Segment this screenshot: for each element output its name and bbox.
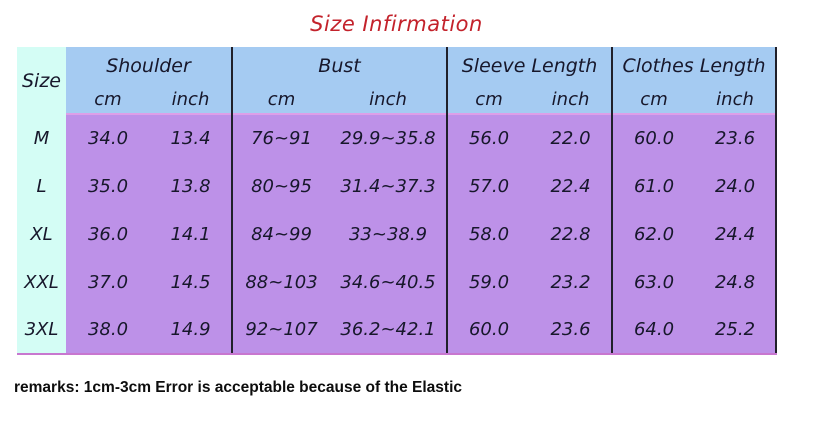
header-group-row: Size Shoulder Bust Sleeve Length Clothes… — [17, 47, 778, 114]
unit-header-clothes-inch: inch — [695, 85, 778, 114]
unit-header-shoulder-cm: cm — [66, 85, 150, 114]
value-cell: 36.2~42.1 — [330, 306, 449, 355]
column-group-clothes-length: Clothes Length — [612, 47, 778, 85]
size-label: M — [17, 114, 66, 162]
value-cell: 23.6 — [530, 306, 614, 355]
size-chart-page: Size Infirmation Size Shoulder Bust Slee… — [0, 9, 817, 423]
size-label: XL — [17, 210, 66, 258]
size-column-header: Size — [17, 47, 66, 114]
value-cell: 24.8 — [695, 258, 778, 306]
value-cell: 76~91 — [232, 113, 331, 162]
column-group-sleeve-length: Sleeve Length — [447, 47, 614, 85]
value-cell: 14.1 — [150, 210, 234, 258]
table-row-3xl: 3XL 38.0 14.9 92~107 36.2~42.1 60.0 23.6… — [17, 306, 778, 355]
value-cell: 25.2 — [695, 306, 778, 355]
value-cell: 22.8 — [530, 210, 614, 258]
column-group-shoulder: Shoulder — [66, 47, 234, 85]
table-row-l: L 35.0 13.8 80~95 31.4~37.3 57.0 22.4 61… — [17, 162, 778, 210]
value-cell: 57.0 — [447, 162, 531, 210]
value-cell: 38.0 — [66, 306, 150, 355]
value-cell: 35.0 — [66, 162, 150, 210]
value-cell: 14.5 — [150, 258, 234, 306]
unit-header-sleeve-cm: cm — [447, 85, 531, 114]
value-cell: 59.0 — [447, 258, 531, 306]
value-cell: 24.4 — [695, 210, 778, 258]
value-cell: 23.2 — [530, 258, 614, 306]
unit-header-bust-inch: inch — [330, 85, 449, 114]
value-cell: 23.6 — [695, 113, 778, 162]
size-label: XXL — [17, 258, 66, 306]
size-label: L — [17, 162, 66, 210]
table-body: M 34.0 13.4 76~91 29.9~35.8 56.0 22.0 60… — [17, 113, 778, 355]
value-cell: 62.0 — [612, 210, 696, 258]
value-cell: 36.0 — [66, 210, 150, 258]
value-cell: 61.0 — [612, 162, 696, 210]
value-cell: 80~95 — [232, 162, 331, 210]
header-unit-row: cm inch cm inch cm inch cm inch — [17, 85, 778, 114]
size-table: Size Shoulder Bust Sleeve Length Clothes… — [17, 47, 778, 355]
value-cell: 34.0 — [66, 113, 150, 162]
value-cell: 63.0 — [612, 258, 696, 306]
value-cell: 29.9~35.8 — [330, 113, 449, 162]
table-row-xxl: XXL 37.0 14.5 88~103 34.6~40.5 59.0 23.2… — [17, 258, 778, 306]
value-cell: 37.0 — [66, 258, 150, 306]
unit-header-bust-cm: cm — [232, 85, 331, 114]
remark-text: remarks: 1cm-3cm Error is acceptable bec… — [14, 379, 462, 396]
value-cell: 33~38.9 — [330, 210, 449, 258]
value-cell: 34.6~40.5 — [330, 258, 449, 306]
table-header: Size Shoulder Bust Sleeve Length Clothes… — [17, 47, 778, 114]
column-group-bust: Bust — [232, 47, 449, 85]
unit-header-clothes-cm: cm — [612, 85, 696, 114]
page-title: Size Infirmation — [310, 12, 483, 36]
value-cell: 22.0 — [530, 113, 614, 162]
unit-header-sleeve-inch: inch — [530, 85, 614, 114]
value-cell: 24.0 — [695, 162, 778, 210]
table-row-xl: XL 36.0 14.1 84~99 33~38.9 58.0 22.8 62.… — [17, 210, 778, 258]
value-cell: 84~99 — [232, 210, 331, 258]
table-row-m: M 34.0 13.4 76~91 29.9~35.8 56.0 22.0 60… — [17, 113, 778, 162]
value-cell: 13.8 — [150, 162, 234, 210]
value-cell: 22.4 — [530, 162, 614, 210]
value-cell: 58.0 — [447, 210, 531, 258]
value-cell: 92~107 — [232, 306, 331, 355]
value-cell: 60.0 — [612, 113, 696, 162]
unit-header-shoulder-inch: inch — [150, 85, 234, 114]
value-cell: 13.4 — [150, 113, 234, 162]
value-cell: 64.0 — [612, 306, 696, 355]
value-cell: 14.9 — [150, 306, 234, 355]
size-label: 3XL — [17, 306, 66, 355]
value-cell: 88~103 — [232, 258, 331, 306]
value-cell: 56.0 — [447, 113, 531, 162]
value-cell: 31.4~37.3 — [330, 162, 449, 210]
value-cell: 60.0 — [447, 306, 531, 355]
